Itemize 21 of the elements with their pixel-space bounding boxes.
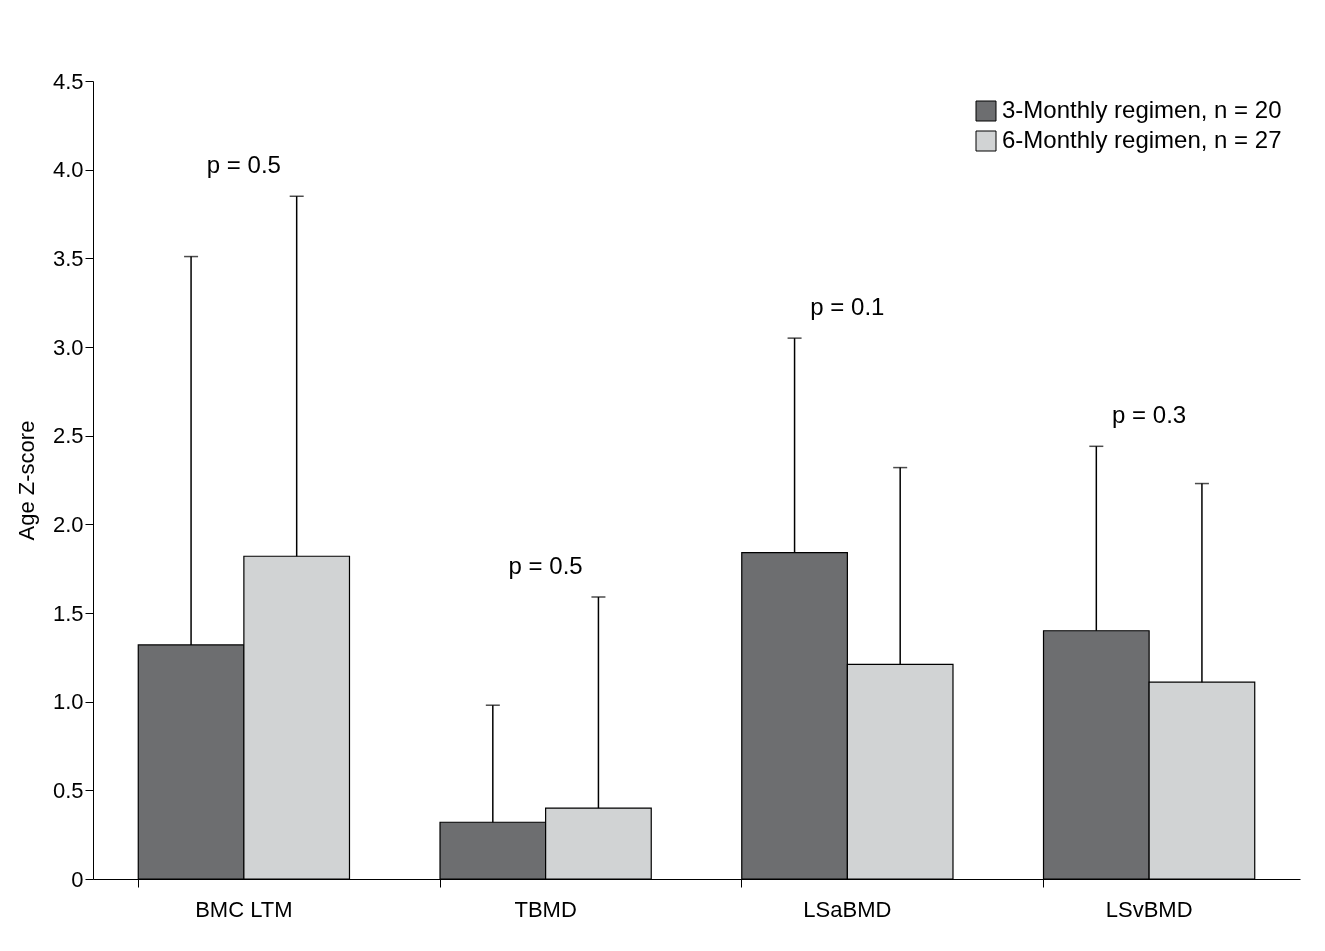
annotation: p = 0.5 — [508, 552, 583, 580]
annotation: p = 0.5 — [206, 151, 281, 179]
annotation: p = 0.1 — [810, 293, 885, 321]
y-tick-label: 0.5 — [52, 777, 84, 803]
y-tick-label: 3.5 — [52, 245, 84, 271]
annotation: p = 0.3 — [1112, 401, 1187, 429]
legend-label: 3-Monthly regimen, n = 20 — [1002, 96, 1282, 123]
y-tick-label: 4.5 — [52, 68, 84, 94]
y-tick-label: 2.5 — [52, 423, 84, 449]
y-tick-label: 1.0 — [52, 689, 84, 715]
x-tick-label: BMC LTM — [195, 896, 293, 922]
y-tick-label: 3.0 — [52, 334, 84, 360]
y-tick-label: 4.0 — [52, 157, 84, 183]
x-tick-label: TBMD — [514, 896, 577, 922]
y-tick-label: 1.5 — [52, 600, 84, 626]
y-tick-label: 2.0 — [52, 511, 84, 537]
x-tick-label: LSvBMD — [1105, 896, 1193, 922]
y-tick-label: 0 — [71, 866, 84, 892]
x-tick-label: LSaBMD — [803, 896, 892, 922]
y-axis-title: Age Z-score — [13, 420, 39, 541]
legend-label: 6-Monthly regimen, n = 27 — [1002, 126, 1282, 153]
